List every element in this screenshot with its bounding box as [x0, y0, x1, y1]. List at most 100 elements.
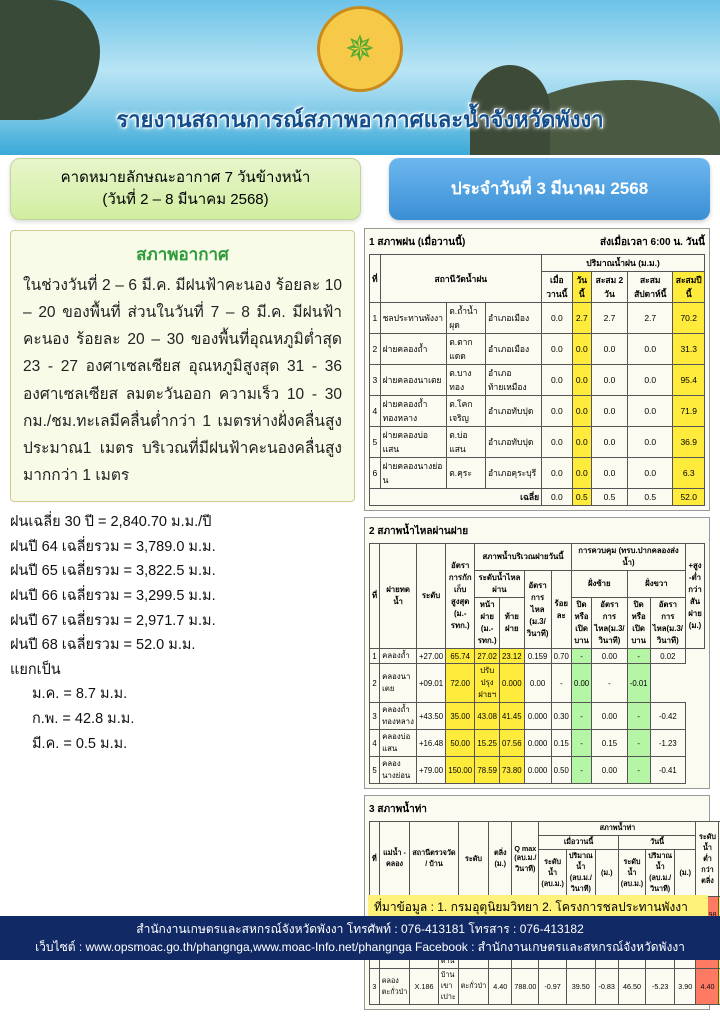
table-cell: 0.15 — [592, 730, 627, 757]
table-cell: -0.42 — [650, 703, 685, 730]
table-cell: - — [551, 664, 571, 703]
table-cell: 0.0 — [628, 427, 673, 458]
table-cell: 0.000 — [524, 757, 551, 784]
table-cell: 788.00 — [512, 969, 539, 1005]
weir-table: ที่ ฝายทดน้ำ ระดับ อัตราการกักเก็บสูงสุด… — [369, 543, 705, 784]
footer-line1: สำนักงานเกษตรและสหกรณ์จังหวัดพังงา โทรศั… — [8, 920, 712, 938]
table-cell: 1 — [370, 649, 380, 664]
table-cell: 6.3 — [673, 458, 705, 489]
table-cell: 0.00 — [592, 703, 627, 730]
table-cell: อำเภอเมือง — [485, 303, 541, 334]
table-cell: ปรับปรุงฝายฯ — [475, 664, 500, 703]
table-cell: -0.01 — [627, 664, 650, 703]
banner-title: รายงานสถานการณ์สภาพอากาศและน้ำจังหวัดพัง… — [0, 102, 720, 137]
table-cell: 0.30 — [551, 703, 571, 730]
th: สถานีวัดน้ำฝน — [380, 255, 541, 303]
stat-row: ฝนปี 67 เฉลี่ยรวม = 2,971.7 ม.ม. — [10, 609, 355, 634]
table-cell: 70.2 — [673, 303, 705, 334]
footer: สำนักงานเกษตรและสหกรณ์จังหวัดพังงา โทรศั… — [0, 916, 720, 960]
table-cell: X.186 — [410, 969, 439, 1005]
table-cell: 95.4 — [673, 365, 705, 396]
table-cell: 71.9 — [673, 396, 705, 427]
table-cell: ต.โคกเจริญ — [447, 396, 486, 427]
table-cell: 0.000 — [524, 730, 551, 757]
table-cell: 6 — [370, 458, 381, 489]
table-cell: 3 — [370, 365, 381, 396]
table-cell: 50.00 — [446, 730, 475, 757]
table-cell: ต.ถ้ำน้ำผุด — [447, 303, 486, 334]
table-cell: -0.83 — [595, 969, 618, 1005]
table-cell: 0.0 — [628, 365, 673, 396]
rain-table-panel: 1 สภาพฝน (เมื่อวานนี้) ส่งเมื่อเวลา 6:00… — [364, 228, 710, 511]
weather-body: ในช่วงวันที่ 2 – 6 มี.ค. มีฝนฟ้าคะนอง ร้… — [23, 272, 342, 489]
table-cell: 41.45 — [500, 703, 525, 730]
table-cell: ต.บางทอง — [447, 365, 486, 396]
table-cell: ต.บ่อแสน — [447, 427, 486, 458]
table-cell: 0.02 — [650, 649, 685, 664]
table-cell: - — [627, 730, 650, 757]
tbl1-title-left: 1 สภาพฝน (เมื่อวานนี้) — [369, 235, 465, 250]
table-cell: อำเภอคุระบุรี — [485, 458, 541, 489]
table-cell: ฝายคลองถ้ำ — [380, 334, 447, 365]
th: วันนี้ — [572, 272, 591, 303]
forecast-line2: (วันที่ 2 – 8 มีนาคม 2568) — [25, 189, 346, 211]
table-cell: คลองบ่อแสน — [380, 730, 417, 757]
table-cell: 2.7 — [572, 303, 591, 334]
stat-row: ฝนปี 68 เฉลี่ยรวม = 52.0 ม.ม. — [10, 633, 355, 658]
table-cell: 0.0 — [542, 334, 573, 365]
stat-row: แยกเป็น — [10, 658, 355, 683]
table-cell: +79.00 — [417, 757, 446, 784]
avg-cell: 0.0 — [542, 489, 573, 506]
table-cell: 0.000 — [500, 664, 525, 703]
table-cell: 0.0 — [572, 334, 591, 365]
table-cell: ฝายคลองนาเตย — [380, 365, 447, 396]
stat-row: ม.ค. = 8.7 ม.ม. — [10, 682, 355, 707]
table-cell: คลองนาเตย — [380, 664, 417, 703]
table-cell: - — [592, 664, 627, 703]
table-cell: 31.3 — [673, 334, 705, 365]
avg-cell: 0.5 — [572, 489, 591, 506]
table-cell: - — [627, 649, 650, 664]
table-cell: คลองถ้ำ — [380, 649, 417, 664]
table-cell: 5 — [370, 427, 381, 458]
forecast-range-box: คาดหมายลักษณะอากาศ 7 วันข้างหน้า (วันที่… — [10, 158, 361, 220]
table-cell: 27.02 — [475, 649, 500, 664]
avg-cell: 0.5 — [628, 489, 673, 506]
table-cell: ตะกั่วป่า — [458, 969, 489, 1005]
table-cell: 0.0 — [628, 334, 673, 365]
avg-label: เฉลี่ย — [370, 489, 542, 506]
table-cell: 0.0 — [591, 365, 627, 396]
table-cell: 65.74 — [446, 649, 475, 664]
table-cell: 0.0 — [591, 334, 627, 365]
table-cell: 3 — [370, 703, 380, 730]
stat-row: ฝนปี 66 เฉลี่ยรวม = 3,299.5 ม.ม. — [10, 584, 355, 609]
tbl1-title-right: ส่งเมื่อเวลา 6:00 น. วันนี้ — [600, 235, 705, 250]
weather-panel: สภาพอากาศ ในช่วงวันที่ 2 – 6 มี.ค. มีฝนฟ… — [10, 230, 355, 502]
table-cell: 0.000 — [524, 703, 551, 730]
table-cell: ต.ตากแดด — [447, 334, 486, 365]
table-cell: - — [571, 730, 591, 757]
table-cell: บ้านเขาเปาะ — [438, 969, 458, 1005]
table-cell: 0.70 — [551, 649, 571, 664]
table-cell: ฝายคลองถ้ำทองหลาง — [380, 396, 447, 427]
table-cell: - — [627, 757, 650, 784]
table-cell: -1.23 — [650, 730, 685, 757]
table-cell: 0.0 — [572, 427, 591, 458]
table-cell: 0.0 — [542, 458, 573, 489]
table-cell: 0.159 — [524, 649, 551, 664]
banner: ✵ รายงานสถานการณ์สภาพอากาศและน้ำจังหวัดพ… — [0, 0, 720, 155]
table-cell: 1 — [370, 303, 381, 334]
stat-row: ก.พ. = 42.8 ม.ม. — [10, 707, 355, 732]
table-cell: 0.00 — [592, 649, 627, 664]
table-cell: 73.80 — [500, 757, 525, 784]
table-cell: 0.0 — [628, 396, 673, 427]
table-cell: 0.0 — [542, 303, 573, 334]
table-cell: 0.15 — [551, 730, 571, 757]
table-cell: 0.0 — [542, 427, 573, 458]
table-cell: - — [571, 649, 591, 664]
table-cell: 23.12 — [500, 649, 525, 664]
table-cell: 36.9 — [673, 427, 705, 458]
forecast-line1: คาดหมายลักษณะอากาศ 7 วันข้างหน้า — [25, 167, 346, 189]
table-cell: 2.7 — [628, 303, 673, 334]
rain-stats: ฝนเฉลี่ย 30 ปี = 2,840.70 ม.ม./ปี ฝนปี 6… — [10, 510, 355, 756]
